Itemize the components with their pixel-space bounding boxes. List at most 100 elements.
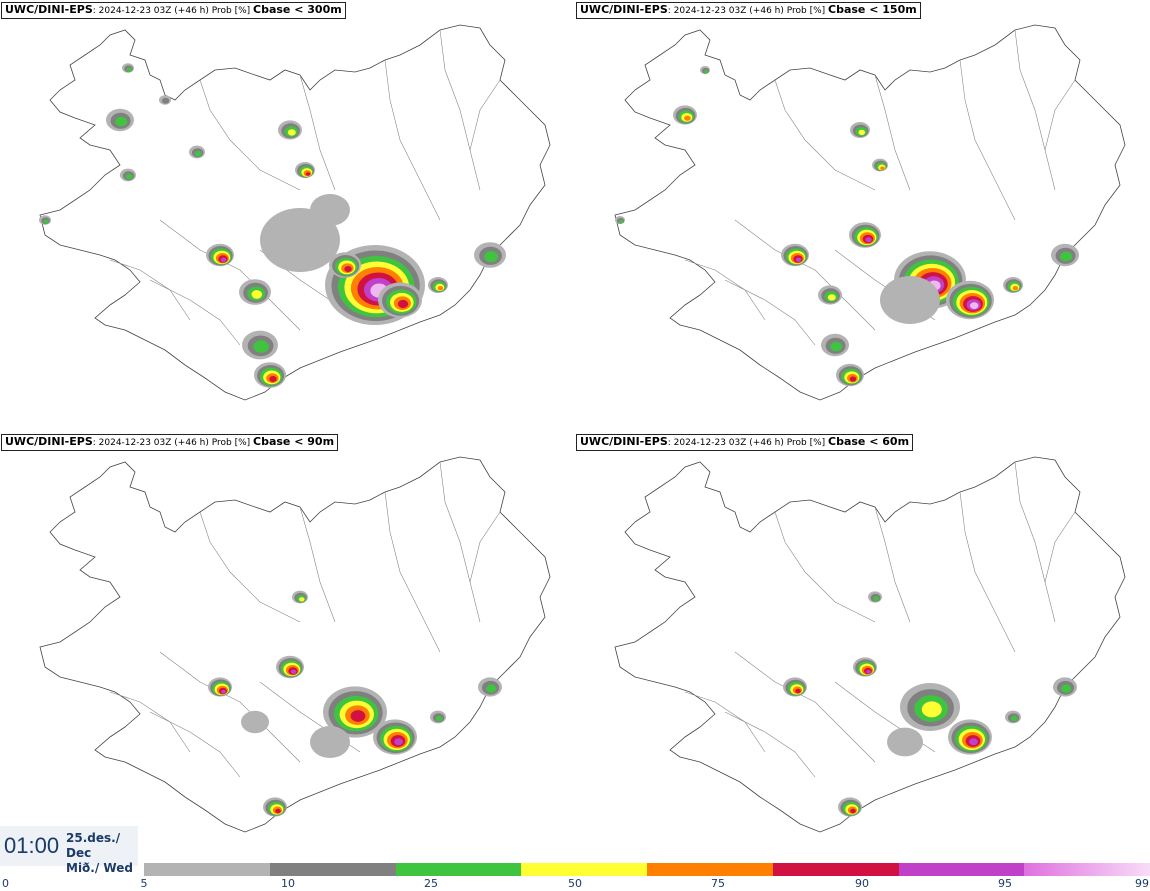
- run-info: : 2024-12-23 03Z (+46 h) Prob [%]: [92, 438, 254, 448]
- probability-area: [241, 710, 269, 734]
- probability-contour: [220, 257, 227, 262]
- probability-contour: [921, 701, 942, 718]
- colorbar-segment: [144, 863, 270, 876]
- region-boundary: [439, 29, 471, 151]
- probability-contour: [684, 115, 691, 121]
- probability-contour: [287, 129, 296, 136]
- probability-area: [474, 242, 506, 268]
- region-boundary: [774, 511, 876, 623]
- cbase-threshold: Cbase < 300m: [253, 3, 342, 16]
- probability-contour: [830, 341, 843, 352]
- colorbar-tick-label: 25: [424, 877, 438, 890]
- probability-contour: [126, 67, 132, 72]
- probability-area: [276, 655, 304, 679]
- probability-area: [821, 333, 849, 357]
- valid-time: 01:00: [4, 833, 60, 858]
- probability-contour: [970, 302, 979, 309]
- coastline: [39, 456, 551, 833]
- region-boundary: [1044, 79, 1076, 191]
- probability-area: [853, 657, 877, 677]
- probability-contour: [115, 116, 128, 127]
- probability-area: [849, 222, 881, 248]
- probability-area: [122, 63, 134, 73]
- probability-area: [900, 683, 960, 731]
- panel-title: UWC/DINI-EPS: 2024-12-23 03Z (+46 h) Pro…: [1, 434, 339, 451]
- probability-area: [850, 122, 870, 138]
- probability-area: [887, 727, 923, 757]
- panel-title: UWC/DINI-EPS: 2024-12-23 03Z (+46 h) Pro…: [576, 2, 921, 19]
- probability-area: [373, 719, 417, 755]
- probability-contour: [437, 286, 444, 291]
- probability-area: [159, 95, 171, 105]
- probability-contour: [397, 299, 409, 309]
- coastline: [614, 456, 1126, 833]
- region-boundary: [469, 511, 501, 623]
- model-name: UWC/DINI-EPS: [5, 435, 93, 448]
- probability-contour: [486, 684, 497, 693]
- region-boundary: [299, 74, 336, 191]
- probability-contour: [880, 166, 885, 170]
- probability-area: [1051, 243, 1079, 267]
- model-name: UWC/DINI-EPS: [5, 3, 93, 16]
- region-boundary: [684, 259, 766, 321]
- valid-date-line1: 25.des./ Dec: [66, 831, 121, 860]
- probability-contour: [394, 738, 403, 746]
- probability-area: [948, 719, 992, 755]
- probability-area: [239, 279, 271, 305]
- probability-area: [378, 282, 422, 318]
- region-boundary: [439, 461, 471, 583]
- probability-area: [292, 590, 308, 604]
- colorbar-segment: [269, 863, 396, 876]
- probability-contour: [865, 237, 872, 243]
- region-boundary: [199, 79, 301, 191]
- valid-date: 25.des./ Dec Mið./ Wed: [66, 831, 138, 876]
- colorbar-tick-label: 50: [568, 877, 582, 890]
- probability-area: [1005, 710, 1021, 724]
- probability-contour: [858, 129, 866, 136]
- probability-contour: [795, 257, 802, 262]
- probability-contour: [1061, 684, 1072, 693]
- probability-area: [310, 194, 350, 226]
- region-boundary: [469, 79, 501, 191]
- probability-area: [39, 215, 51, 225]
- probability-area: [242, 330, 278, 360]
- probability-area: [208, 677, 232, 697]
- map-panel-150m: UWC/DINI-EPS: 2024-12-23 03Z (+46 h) Pro…: [575, 0, 1150, 430]
- probability-area: [428, 277, 448, 293]
- probability-contour: [887, 727, 923, 757]
- probability-contour: [484, 251, 499, 263]
- probability-contour: [969, 738, 978, 746]
- colorbar-segment: [395, 863, 522, 876]
- probability-area: [206, 243, 234, 267]
- probability-contour: [619, 219, 624, 224]
- probability-area: [700, 66, 710, 74]
- colorbar-segment: [772, 863, 899, 876]
- probability-contour: [827, 294, 836, 301]
- iceland-map: [39, 456, 551, 833]
- probability-contour: [251, 290, 263, 299]
- region-boundary: [959, 59, 1016, 221]
- colorbar-tick-label: 95: [998, 877, 1012, 890]
- colorbar-tick-label: 0: [2, 877, 9, 890]
- probability-area: [295, 162, 315, 178]
- probability-contour: [849, 376, 857, 382]
- colorbar-segment: [521, 863, 647, 876]
- region-boundary: [384, 59, 441, 221]
- probability-area: [120, 168, 136, 182]
- probability-area: [263, 797, 287, 817]
- valid-date-line2: Mið./ Wed: [66, 861, 133, 875]
- map-panel-90m: UWC/DINI-EPS: 2024-12-23 03Z (+46 h) Pro…: [0, 432, 575, 862]
- panel-title: UWC/DINI-EPS: 2024-12-23 03Z (+46 h) Pro…: [1, 2, 346, 19]
- probability-area: [673, 105, 697, 125]
- probability-area: [189, 145, 205, 159]
- colorbar-segment: [898, 863, 1025, 876]
- iceland-map: [39, 24, 551, 401]
- region-boundary: [1014, 461, 1046, 583]
- probability-contour: [290, 669, 297, 674]
- probability-area: [783, 677, 807, 697]
- colorbar-tick-label: 99: [1135, 877, 1149, 890]
- probability-contour: [221, 689, 227, 694]
- probability-contour: [1012, 286, 1019, 291]
- region-boundary: [1044, 511, 1076, 623]
- probability-area: [872, 158, 888, 172]
